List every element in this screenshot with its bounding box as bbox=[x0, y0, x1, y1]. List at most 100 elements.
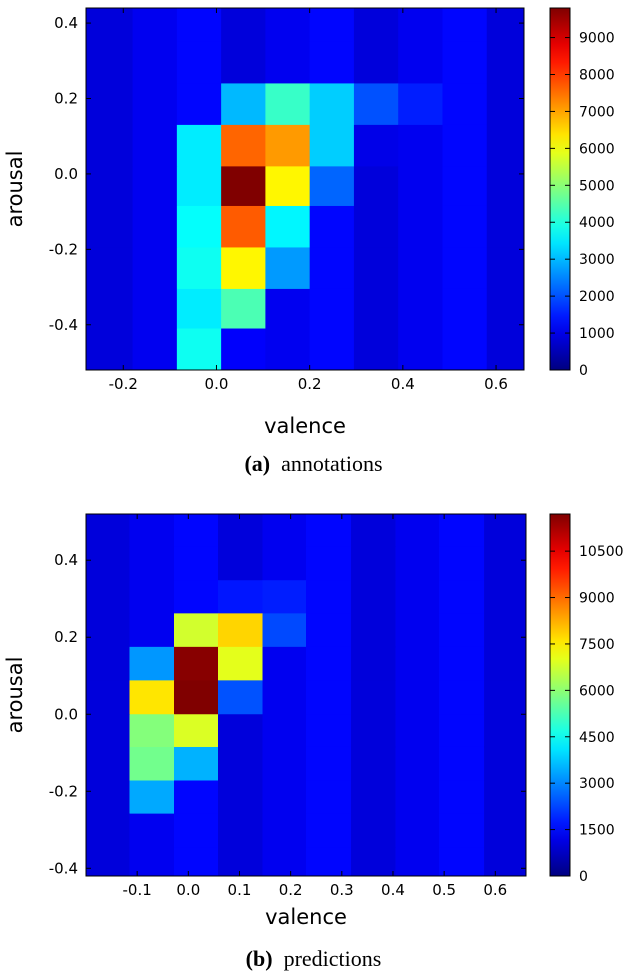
heatmap-cell bbox=[484, 746, 527, 781]
heatmap-cell bbox=[129, 546, 175, 581]
heatmap-cell bbox=[262, 780, 307, 815]
heatmap-cell bbox=[395, 646, 440, 681]
heatmap-cell bbox=[218, 546, 263, 581]
heatmap-cell bbox=[351, 546, 396, 581]
plot-frame bbox=[85, 513, 527, 877]
heatmap-cell bbox=[86, 83, 133, 126]
heatmap-cell bbox=[129, 580, 175, 614]
heatmap-cell bbox=[218, 813, 263, 848]
heatmap-cell bbox=[176, 83, 222, 126]
heatmap-cell bbox=[439, 546, 485, 581]
heatmap-cell bbox=[86, 328, 133, 371]
heatmap-cell bbox=[221, 247, 266, 290]
heatmap-cell bbox=[395, 847, 440, 877]
x-tick-label: -0.1 bbox=[123, 881, 152, 899]
heatmap-cell bbox=[395, 680, 440, 715]
x-tick-label: 0.0 bbox=[176, 881, 200, 899]
heatmap-cell bbox=[129, 746, 175, 781]
heatmap-cell bbox=[218, 714, 263, 748]
heatmap-cell bbox=[486, 205, 525, 248]
caption-tag: (a) bbox=[244, 451, 271, 476]
y-tick-label: 0.4 bbox=[54, 14, 78, 32]
heatmap-cell bbox=[174, 646, 219, 681]
heatmap-cell bbox=[265, 8, 311, 43]
x-tick-label: 0.1 bbox=[228, 881, 252, 899]
heatmap-cell bbox=[132, 41, 178, 84]
heatmap-cell bbox=[265, 83, 311, 126]
heatmap-cell bbox=[398, 328, 443, 371]
heatmap-cell bbox=[265, 328, 311, 371]
heatmap-cell bbox=[439, 580, 485, 614]
heatmap-cell bbox=[132, 8, 178, 43]
heatmap-cell bbox=[176, 8, 222, 43]
x-tick-label: 0.2 bbox=[298, 375, 322, 393]
heatmap-cell bbox=[265, 166, 311, 207]
colorbar-tick-label: 7000 bbox=[579, 104, 615, 120]
heatmap-cell bbox=[486, 288, 525, 329]
y-tick-label: -0.4 bbox=[49, 859, 78, 877]
heatmap-cell bbox=[442, 41, 488, 84]
x-tick-label: 0.5 bbox=[432, 881, 456, 899]
y-tick-label: 0.2 bbox=[54, 628, 78, 646]
heatmap-cell bbox=[86, 205, 133, 248]
heatmap-cell bbox=[129, 780, 175, 815]
heatmap-cell bbox=[486, 83, 525, 126]
plot-frame bbox=[85, 7, 525, 371]
x-tick-label: 0.0 bbox=[205, 375, 229, 393]
colorbar-tick-label: 9000 bbox=[579, 31, 615, 47]
heatmap-cell bbox=[221, 8, 266, 43]
heatmap-cell bbox=[439, 680, 485, 715]
heatmap-cell bbox=[86, 514, 130, 548]
heatmap-cell bbox=[262, 714, 307, 748]
heatmap-cell bbox=[486, 166, 525, 207]
heatmap-cell bbox=[86, 546, 130, 581]
heatmap-cell bbox=[221, 41, 266, 84]
heatmap-cell bbox=[306, 847, 352, 877]
heatmap-cell bbox=[398, 41, 443, 84]
heatmap-cell bbox=[442, 205, 488, 248]
heatmap-cell bbox=[484, 680, 527, 715]
heatmap-cell bbox=[353, 205, 399, 248]
heatmap-cell bbox=[174, 680, 219, 715]
heatmap-cell bbox=[176, 288, 222, 329]
heatmap-cell bbox=[442, 247, 488, 290]
heatmap-cell bbox=[262, 847, 307, 877]
heatmap-cell bbox=[218, 646, 263, 681]
heatmap-cell bbox=[86, 780, 130, 815]
heatmap-cell bbox=[86, 847, 130, 877]
heatmap-cell bbox=[398, 8, 443, 43]
colorbar-tick-label: 7500 bbox=[579, 637, 615, 653]
heatmap-cell bbox=[439, 847, 485, 877]
heatmap-cell bbox=[306, 780, 352, 815]
heatmap-cell bbox=[86, 166, 133, 207]
heatmap-cell bbox=[132, 124, 178, 167]
heatmap-cell bbox=[439, 613, 485, 648]
heatmap-cell bbox=[262, 514, 307, 548]
heatmap-cell bbox=[439, 514, 485, 548]
caption-annotations: (a) annotations bbox=[0, 451, 627, 477]
heatmap-cell bbox=[86, 41, 133, 84]
heatmap-cell bbox=[262, 680, 307, 715]
heatmap-cell bbox=[218, 680, 263, 715]
heatmap-cell bbox=[129, 613, 175, 648]
heatmap-cell bbox=[129, 813, 175, 848]
heatmap-cell bbox=[306, 546, 352, 581]
heatmap-cell bbox=[86, 680, 130, 715]
heatmap-cell bbox=[86, 714, 130, 748]
y-tick-label: 0.0 bbox=[54, 165, 78, 183]
y-tick-label: -0.2 bbox=[49, 240, 78, 258]
heatmap-cell bbox=[306, 813, 352, 848]
colorbar-tick-label: 4000 bbox=[579, 215, 615, 231]
x-tick-label: 0.4 bbox=[381, 881, 405, 899]
heatmap-cell bbox=[265, 247, 311, 290]
heatmap-cell bbox=[176, 328, 222, 371]
heatmap-cell bbox=[486, 247, 525, 290]
colorbar-tick-label: 2000 bbox=[579, 289, 615, 305]
heatmap-cell bbox=[132, 328, 178, 371]
heatmap-cell bbox=[306, 680, 352, 715]
heatmap-cell bbox=[176, 124, 222, 167]
colorbar-tick-label: 3000 bbox=[579, 776, 615, 792]
heatmap-cell bbox=[442, 8, 488, 43]
heatmap-cell bbox=[174, 714, 219, 748]
colorbar-tick-label: 6000 bbox=[579, 683, 615, 699]
